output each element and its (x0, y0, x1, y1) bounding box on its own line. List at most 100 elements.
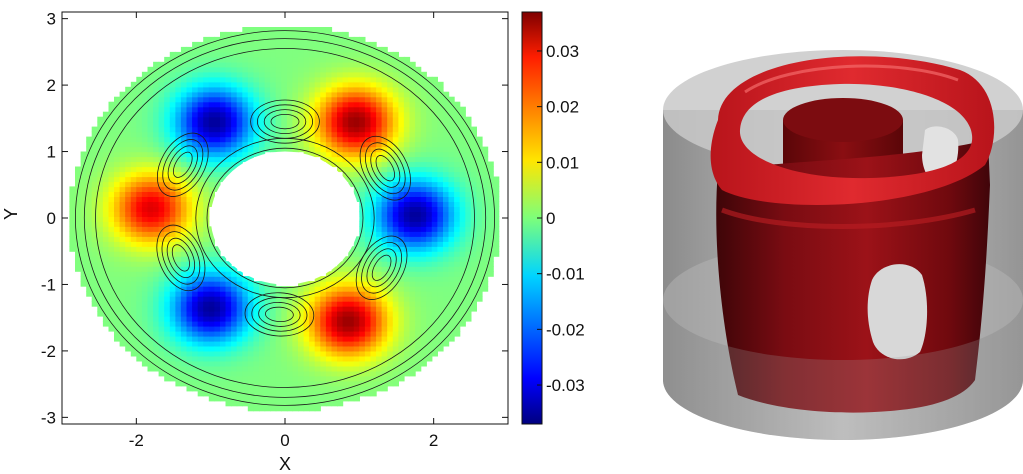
heatmap-cell (465, 226, 472, 232)
heatmap-cell (459, 271, 466, 277)
heatmap-cell (309, 146, 316, 153)
heatmap-cell (208, 326, 215, 332)
heatmap-cell (208, 231, 215, 237)
heatmap-cell (264, 331, 271, 337)
heatmap-cell (325, 395, 333, 402)
heatmap-cell (275, 340, 282, 347)
heatmap-cell (309, 111, 316, 118)
heatmap-cell (175, 241, 182, 247)
heatmap-cell (465, 196, 472, 202)
heatmap-cell (337, 41, 344, 48)
heatmap-cell (102, 281, 110, 287)
heatmap-cell (409, 121, 416, 128)
heatmap-cell (153, 71, 160, 78)
heatmap-cell (158, 106, 165, 113)
heatmap-cell (119, 176, 126, 183)
heatmap-cell (392, 61, 399, 68)
heatmap-cell (136, 266, 143, 272)
heatmap-cell (370, 355, 377, 362)
heatmap-cell (197, 156, 204, 163)
heatmap-cell (158, 231, 165, 237)
heatmap-cell (331, 400, 338, 407)
heatmap-cell (158, 306, 165, 312)
heatmap-cell (370, 111, 377, 118)
heatmap-cell (431, 211, 438, 217)
streamline (162, 139, 204, 191)
heatmap-cell (459, 231, 466, 237)
heatmap-cell (331, 345, 338, 352)
heatmap-cell (197, 126, 204, 133)
heatmap-cell (119, 340, 126, 347)
heatmap-cell (102, 276, 110, 282)
heatmap-cell (108, 281, 115, 287)
heatmap-cell (220, 286, 227, 292)
heatmap-cell (108, 271, 115, 277)
heatmap-cell (381, 380, 388, 387)
heatmap-cell (158, 186, 165, 192)
heatmap-cell (370, 336, 377, 342)
heatmap-cell (286, 41, 294, 48)
heatmap-cell (398, 126, 405, 133)
heatmap-cell (309, 385, 316, 392)
heatmap-cell (259, 350, 266, 357)
heatmap-cell (164, 261, 171, 267)
heatmap-cell (443, 206, 450, 212)
heatmap-cell (298, 27, 305, 33)
heatmap-cell (208, 71, 215, 78)
heatmap-cell (298, 56, 305, 63)
heatmap-cell (348, 106, 355, 113)
heatmap-cell (197, 321, 204, 327)
streamline (95, 48, 475, 388)
heatmap-cell (180, 216, 188, 222)
heatmap-cell (225, 345, 232, 352)
heatmap-cell (214, 136, 221, 143)
heatmap-cell (426, 326, 433, 332)
heatmap-cell (398, 101, 405, 108)
heatmap-cell (292, 91, 299, 98)
heatmap-cell (364, 236, 372, 242)
heatmap-cell (264, 86, 271, 93)
heatmap-cell (225, 171, 232, 178)
heatmap-cell (387, 321, 394, 327)
heatmap-cell (102, 181, 110, 188)
heatmap-cell (231, 76, 238, 83)
heatmap-cell (125, 340, 132, 347)
heatmap-cell (376, 176, 383, 183)
heatmap-cell (158, 111, 165, 118)
heatmap-cell (153, 76, 160, 83)
heatmap-cell (353, 196, 360, 202)
heatmap-cell (353, 71, 360, 78)
heatmap-cell (387, 191, 394, 197)
heatmap-cell (180, 360, 188, 367)
heatmap-cell (448, 106, 455, 113)
heatmap-cell (247, 136, 254, 143)
heatmap-cell (392, 206, 399, 212)
heatmap-cell (364, 96, 372, 103)
heatmap-cell (353, 41, 360, 48)
heatmap-cell (454, 136, 461, 143)
heatmap-cell (164, 241, 171, 247)
heatmap-cell (158, 91, 165, 98)
heatmap-cell (180, 81, 188, 88)
heatmap-cell (169, 176, 176, 183)
heatmap-cell (130, 211, 137, 217)
heatmap-cell (403, 106, 411, 113)
heatmap-cell (325, 141, 333, 148)
heatmap-cell (359, 321, 366, 327)
heatmap-cell (487, 246, 494, 252)
heatmap-cell (415, 206, 422, 212)
heatmap-cell (86, 146, 93, 153)
heatmap-cell (337, 66, 344, 73)
heatmap-cell (259, 301, 266, 307)
heatmap-cell (114, 256, 121, 262)
heatmap-cell (214, 345, 221, 352)
heatmap-cell (86, 181, 93, 188)
heatmap-cell (153, 236, 160, 242)
heatmap-cell (119, 101, 126, 108)
heatmap-cell (298, 41, 305, 48)
heatmap-cell (264, 76, 271, 83)
heatmap-cell (203, 365, 210, 372)
heatmap-cell (86, 211, 93, 217)
heatmap-cell (247, 336, 254, 342)
heatmap-cell (236, 136, 243, 143)
